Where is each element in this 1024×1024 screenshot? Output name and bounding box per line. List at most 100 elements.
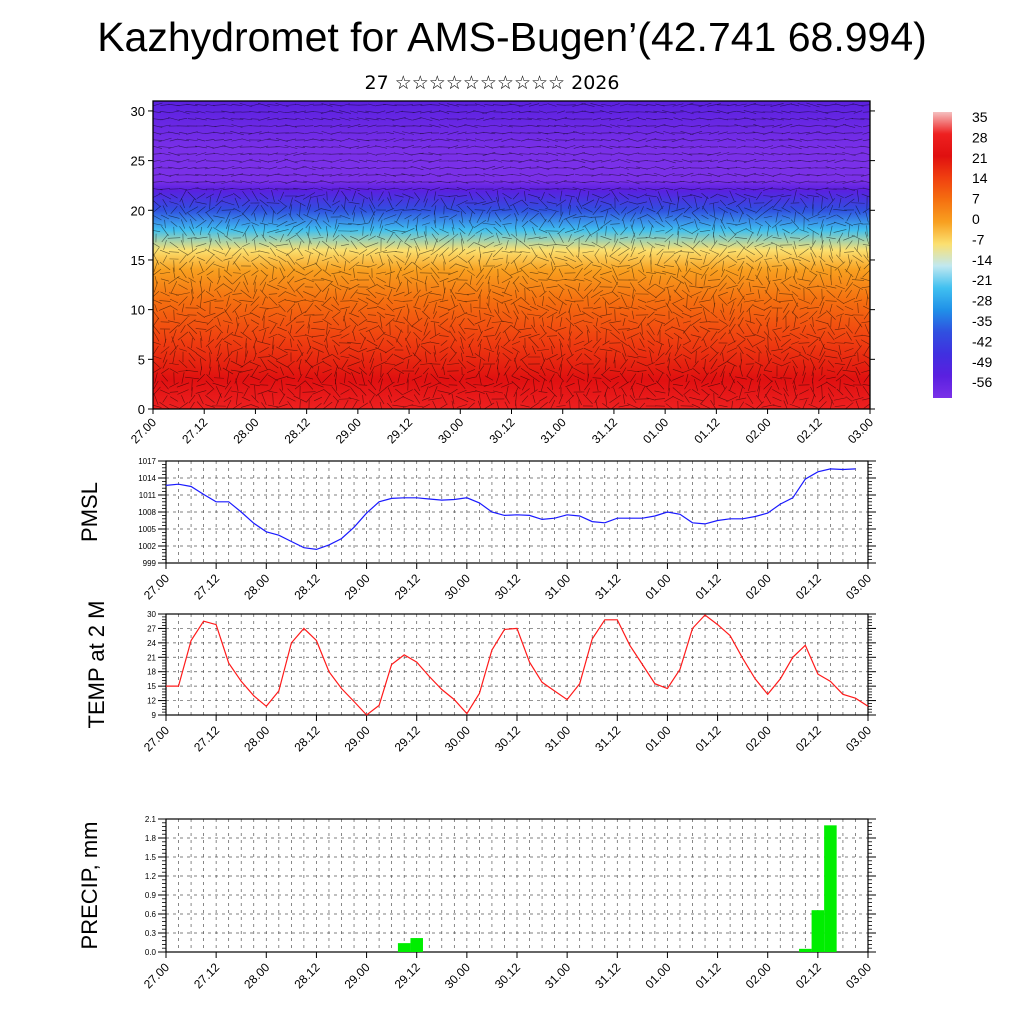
wind-barb xyxy=(414,295,420,307)
wind-barb xyxy=(348,186,360,192)
wind-barb xyxy=(466,145,476,149)
wind-barb xyxy=(770,117,784,121)
wind-barb xyxy=(329,103,343,107)
wind-barb xyxy=(807,222,819,226)
wind-barb xyxy=(268,354,278,360)
wind-barb xyxy=(548,296,556,306)
wind-barb xyxy=(393,383,405,387)
wind-barb xyxy=(864,231,870,245)
wind-barb xyxy=(484,104,494,106)
wind-barb xyxy=(387,387,393,397)
wind-barb xyxy=(338,174,352,176)
wind-barb xyxy=(365,325,379,333)
wind-barb xyxy=(204,132,216,134)
wind-barb xyxy=(600,319,612,325)
wind-barb xyxy=(628,344,638,356)
wind-barb xyxy=(451,400,454,409)
wind-barb xyxy=(798,188,810,190)
wind-barb xyxy=(379,315,383,329)
wind-barb xyxy=(820,245,824,259)
wind-barb xyxy=(533,378,535,392)
wind-barb xyxy=(340,159,350,163)
wind-barb xyxy=(619,313,629,317)
wind-barb xyxy=(763,297,773,305)
wind-barb xyxy=(518,327,532,331)
wind-barb xyxy=(843,198,855,208)
wind-barb xyxy=(440,197,448,209)
wind-barb xyxy=(528,103,540,107)
wind-barb xyxy=(403,355,413,359)
wind-barb xyxy=(844,305,854,311)
wind-barb xyxy=(153,345,159,355)
wind-barb xyxy=(586,387,590,397)
wind-barb xyxy=(278,304,286,312)
wind-barb xyxy=(493,382,503,388)
wind-barb xyxy=(539,263,547,269)
wind-barb xyxy=(692,207,700,213)
y-tick-label: 18 xyxy=(147,668,156,677)
wind-barb xyxy=(358,367,368,375)
wind-barb xyxy=(727,180,737,184)
wind-barb xyxy=(556,104,566,106)
wind-barb xyxy=(320,180,334,184)
wind-barb xyxy=(682,304,692,312)
wind-barb xyxy=(277,284,287,290)
wind-barb xyxy=(578,246,580,258)
wind-barb xyxy=(806,333,820,339)
wind-barb xyxy=(693,232,699,244)
wind-barb xyxy=(503,339,511,347)
wind-barb xyxy=(302,165,316,171)
wind-barb xyxy=(296,228,304,234)
wind-barb xyxy=(482,152,496,156)
wind-barb xyxy=(626,167,640,169)
wind-barb xyxy=(198,260,204,272)
wind-barb xyxy=(258,368,270,374)
y-tick-label: 15 xyxy=(131,253,145,268)
wind-barb xyxy=(799,111,809,113)
wind-barb xyxy=(709,388,719,396)
wind-barb xyxy=(176,109,190,115)
wind-barb xyxy=(267,159,279,163)
wind-barb xyxy=(196,132,206,134)
wind-barb xyxy=(519,173,531,177)
wind-barb xyxy=(600,200,612,206)
wind-barb xyxy=(466,205,476,215)
wind-barb xyxy=(478,232,482,244)
wind-barb xyxy=(321,167,333,169)
wind-barb xyxy=(655,320,665,324)
wind-barb xyxy=(538,391,548,393)
wind-barb xyxy=(343,316,347,328)
wind-barb xyxy=(863,403,870,409)
wind-barb xyxy=(865,288,869,300)
wind-barb xyxy=(680,251,694,253)
wind-barb xyxy=(439,299,449,303)
wind-barb xyxy=(672,145,684,149)
wind-barb xyxy=(780,276,792,284)
wind-barb xyxy=(819,260,825,272)
wind-barb xyxy=(230,130,244,136)
wind-barb xyxy=(708,131,720,135)
wind-barb xyxy=(369,395,375,403)
wind-barb xyxy=(348,159,360,163)
wind-barb xyxy=(239,369,253,373)
wind-barb xyxy=(236,393,238,405)
wind-barb xyxy=(438,376,450,380)
wind-barb xyxy=(852,181,864,183)
wind-barb xyxy=(313,124,323,128)
wind-barb xyxy=(611,159,619,163)
wind-barb xyxy=(350,236,358,240)
wind-barb xyxy=(293,181,307,183)
wind-barb xyxy=(496,352,500,362)
wind-barb xyxy=(491,131,505,135)
wind-barb xyxy=(188,277,196,283)
wind-barb xyxy=(745,278,755,282)
wind-barb xyxy=(808,125,818,127)
wind-barb xyxy=(727,138,737,142)
wind-barb xyxy=(789,403,801,409)
wind-barb xyxy=(600,276,612,284)
wind-barb xyxy=(735,193,747,199)
wind-barb xyxy=(681,138,693,142)
x-tick-label: 01.12 xyxy=(693,723,724,754)
wind-barb xyxy=(209,359,211,369)
wind-barb xyxy=(502,167,512,169)
